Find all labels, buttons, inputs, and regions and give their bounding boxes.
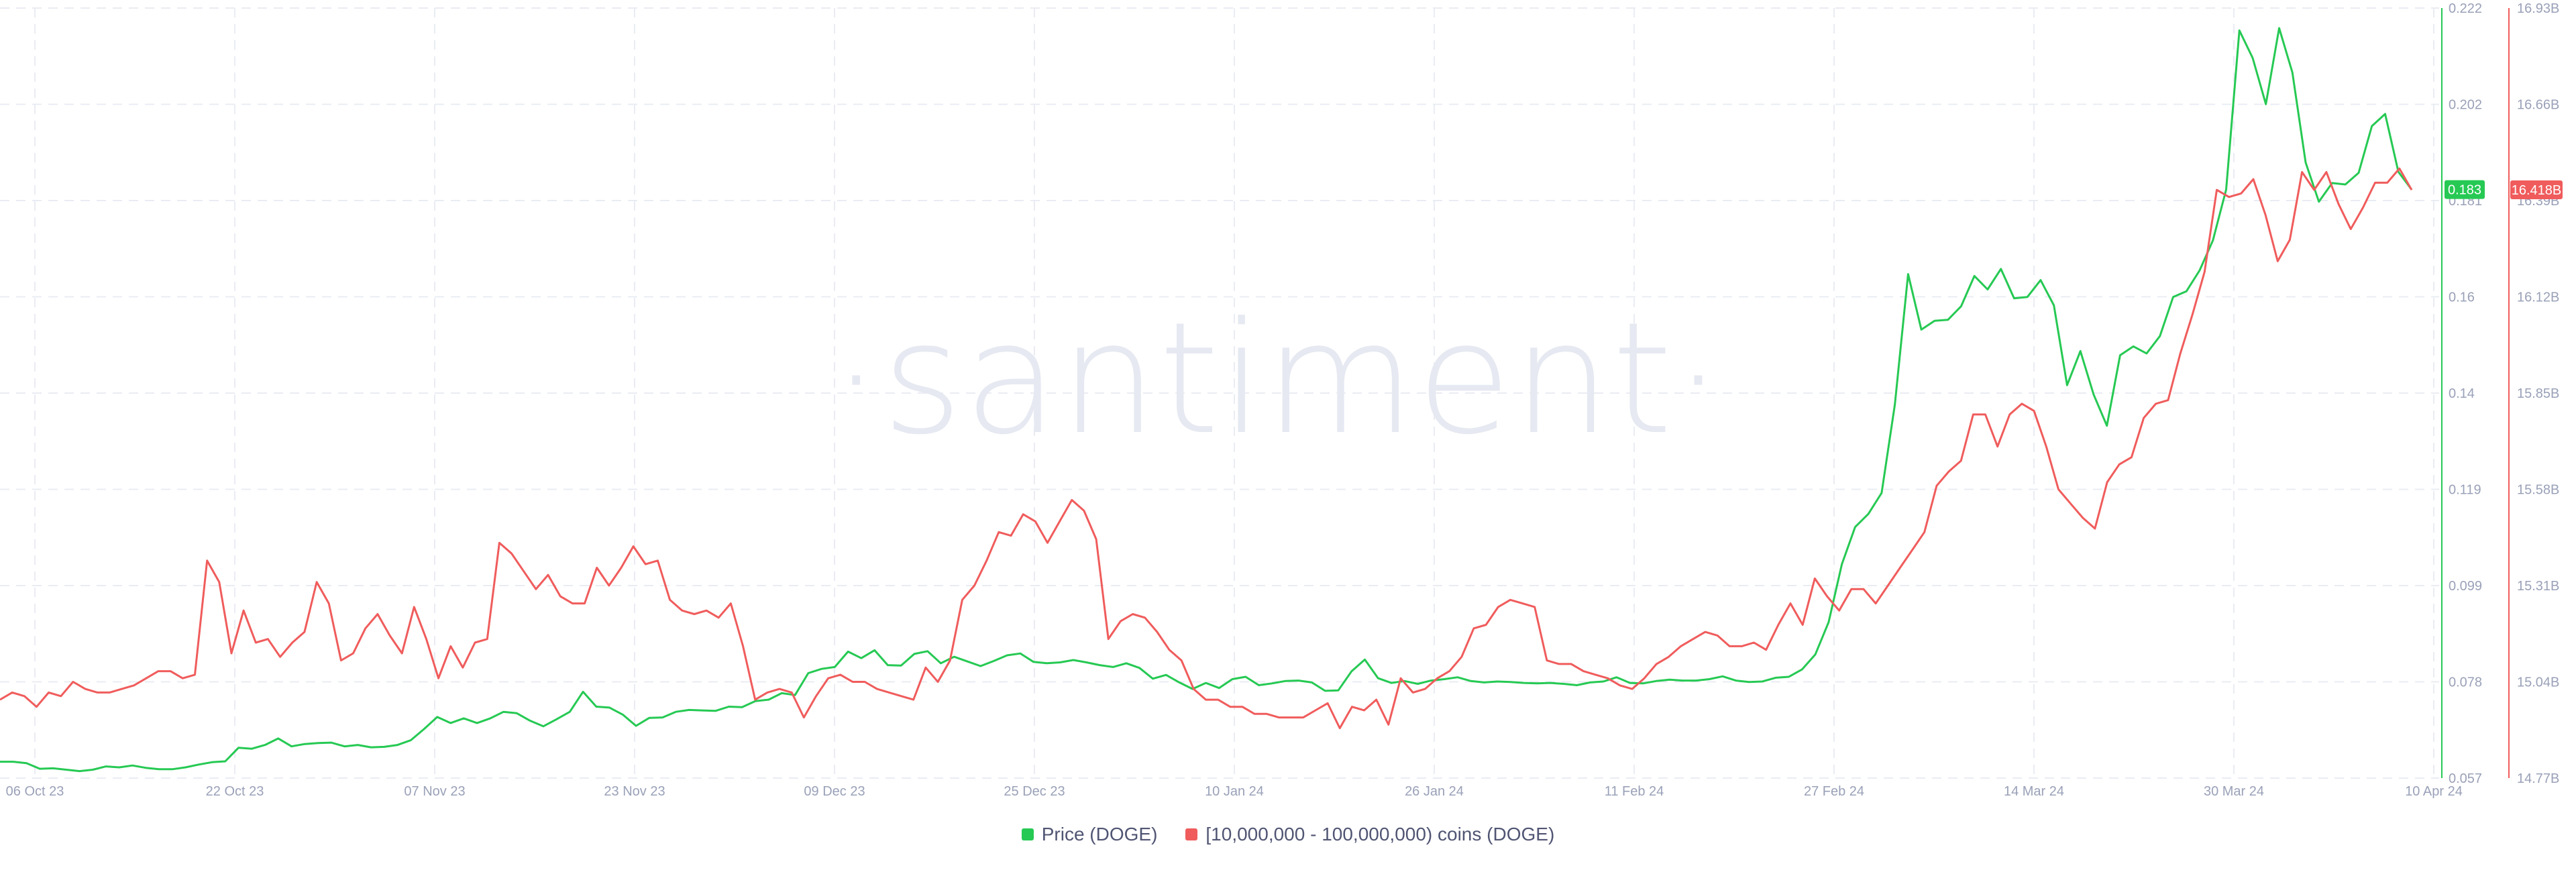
legend-item-price[interactable]: Price (DOGE) [1021, 824, 1158, 845]
holders-axis-tick-label: 15.85B [2517, 386, 2559, 401]
x-axis-tick-label: 10 Apr 24 [2405, 784, 2463, 799]
holders-series-line [0, 167, 2413, 730]
x-axis-tick-label: 06 Oct 23 [6, 784, 64, 799]
x-axis-tick-label: 23 Nov 23 [604, 784, 665, 799]
x-axis-tick-label: 11 Feb 24 [1605, 784, 1664, 799]
x-axis-tick-label: 14 Mar 24 [2004, 784, 2064, 799]
price-axis-tick-label: 0.14 [2449, 386, 2475, 401]
holders-axis-tick-label: 16.12B [2517, 290, 2559, 305]
holders-last-value-badge-bg [2510, 180, 2563, 200]
x-axis-tick-label: 22 Oct 23 [206, 784, 264, 799]
price-axis-tick-label: 0.099 [2449, 579, 2482, 594]
price-axis-tick-label: 0.16 [2449, 290, 2475, 305]
x-axis-tick-label: 25 Dec 23 [1004, 784, 1065, 799]
holders-last-value-badge: 16.418B [2512, 183, 2562, 198]
x-axis-tick-label: 09 Dec 23 [804, 784, 865, 799]
chart-grid [0, 7, 2439, 779]
x-axis-tick-label: 07 Nov 23 [404, 784, 465, 799]
price-series-line [0, 27, 2413, 773]
holders-axis-tick-label: 15.58B [2517, 483, 2559, 498]
price-axis-tick-label: 0.119 [2449, 483, 2481, 498]
price-axis-tick-label: 0.222 [2449, 1, 2482, 16]
chart-axes: 0.2220.2020.1810.160.140.1190.0990.0780.… [6, 1, 2560, 799]
x-axis-tick-label: 26 Jan 24 [1405, 784, 1464, 799]
x-axis-tick-label: 30 Mar 24 [2204, 784, 2264, 799]
legend-swatch-price [1021, 828, 1034, 840]
x-axis-tick-label: 10 Jan 24 [1205, 784, 1264, 799]
holders-axis-tick-label: 15.31B [2517, 579, 2559, 594]
x-axis-tick-label: 27 Feb 24 [1804, 784, 1864, 799]
price-axis-tick-label: 0.078 [2449, 675, 2482, 690]
holders-axis-tick-label: 16.93B [2517, 1, 2559, 16]
holders-axis-tick-label: 14.77B [2517, 771, 2559, 786]
holders-axis-tick-label: 16.66B [2517, 98, 2559, 113]
price-last-value-badge-bg [2445, 180, 2485, 199]
santiment-watermark: ·santiment· [831, 289, 1725, 469]
chart-series [0, 27, 2413, 773]
price-axis-tick-label: 0.202 [2449, 98, 2482, 113]
legend-label-holders: [10,000,000 - 100,000,000) coins (DOGE) [1205, 824, 1555, 844]
price-last-value-badge: 0.183 [2448, 183, 2481, 198]
holders-axis-tick-label: 15.04B [2517, 675, 2559, 690]
legend-item-holders[interactable]: [10,000,000 - 100,000,000) coins (DOGE) [1185, 824, 1554, 845]
legend-swatch-holders [1185, 828, 1198, 840]
last-value-badges: 0.183 16.418B [2445, 180, 2563, 200]
chart-legend: Price (DOGE) [10,000,000 - 100,000,000) … [0, 824, 2576, 845]
legend-label-price: Price (DOGE) [1041, 824, 1158, 844]
price-axis-tick-label: 0.057 [2449, 771, 2482, 786]
